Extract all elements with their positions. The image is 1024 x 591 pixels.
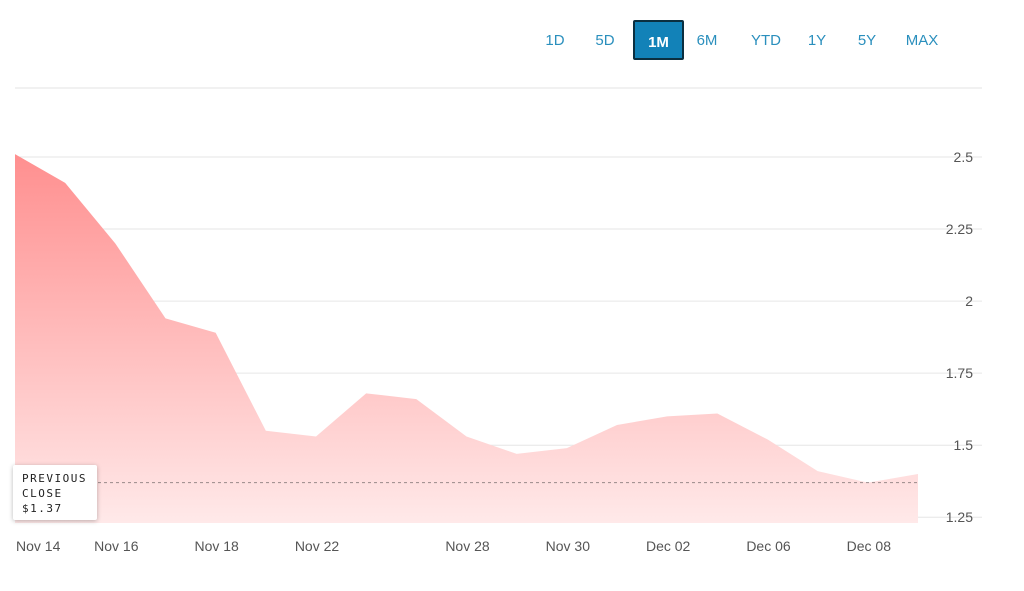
- y-tick-label: 2.5: [954, 149, 974, 165]
- y-tick-label: 1.75: [946, 365, 973, 381]
- x-tick-label: Nov 16: [94, 538, 139, 554]
- range-button-1m[interactable]: 1M: [633, 20, 684, 60]
- range-button-max[interactable]: MAX: [905, 32, 939, 49]
- previous-close-value: $1.37: [22, 502, 63, 515]
- y-tick-label: 1.25: [946, 509, 973, 525]
- x-tick-label: Dec 06: [746, 538, 791, 554]
- x-tick-label: Nov 28: [445, 538, 490, 554]
- previous-close-label: PREVIOUS CLOSE $1.37: [13, 465, 97, 520]
- range-button-6m[interactable]: 6M: [696, 32, 718, 49]
- y-tick-label: 2.25: [946, 221, 973, 237]
- y-tick-label: 2: [965, 293, 973, 309]
- range-button-1d[interactable]: 1D: [545, 32, 565, 49]
- previous-close-title-line1: PREVIOUS: [22, 472, 87, 485]
- x-tick-label: Nov 30: [546, 538, 591, 554]
- x-tick-label: Nov 22: [295, 538, 340, 554]
- x-tick-label: Nov 14: [16, 538, 61, 554]
- price-area: [15, 154, 918, 523]
- x-tick-label: Dec 02: [646, 538, 691, 554]
- x-tick-label: Nov 18: [194, 538, 239, 554]
- y-tick-label: 1.5: [954, 437, 974, 453]
- range-button-ytd[interactable]: YTD: [751, 32, 781, 49]
- range-button-5y[interactable]: 5Y: [857, 32, 877, 49]
- range-button-5d[interactable]: 5D: [595, 32, 615, 49]
- previous-close-title-line2: CLOSE: [22, 487, 63, 500]
- range-button-1y[interactable]: 1Y: [807, 32, 827, 49]
- x-tick-label: Dec 08: [847, 538, 892, 554]
